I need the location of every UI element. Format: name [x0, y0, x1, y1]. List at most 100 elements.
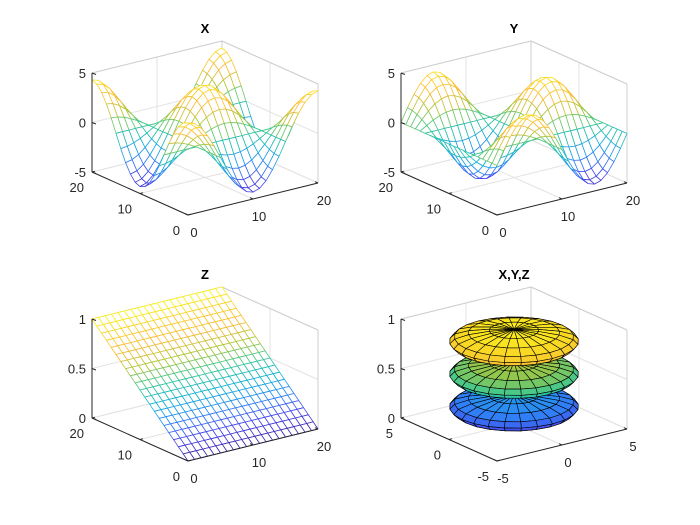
- x-tick: [558, 197, 563, 200]
- surface-face: [504, 388, 522, 396]
- z-tick-label: 0: [388, 116, 395, 131]
- surface-face: [504, 362, 522, 366]
- z-tick-label: 1: [388, 312, 395, 327]
- surface-face: [504, 380, 522, 390]
- x-tick-label: 10: [252, 209, 266, 224]
- z-tick-label: 5: [79, 66, 86, 81]
- z-tick-label: 0: [388, 411, 395, 426]
- box-edge: [400, 40, 532, 74]
- surface-face: [487, 354, 506, 363]
- x-tick: [249, 197, 254, 200]
- x-tick-label: 20: [317, 439, 331, 454]
- y-tick: [187, 213, 192, 216]
- x-tick-label: 10: [561, 209, 575, 224]
- x-tick-label: -5: [497, 471, 509, 486]
- z-tick-label: 0.5: [377, 362, 395, 377]
- y-tick: [139, 192, 144, 194]
- z-tick-label: -5: [74, 165, 86, 180]
- z-tick-label: 0: [79, 116, 86, 131]
- y-tick-label: 20: [70, 426, 84, 441]
- z-tick: [91, 122, 97, 125]
- x-tick-label: 20: [317, 193, 331, 208]
- y-tick-label: 10: [118, 202, 132, 217]
- x-tick: [184, 459, 189, 462]
- z-tick: [91, 171, 97, 174]
- x-tick: [493, 213, 498, 216]
- z-tick: [91, 72, 97, 75]
- axes-title: X: [201, 21, 210, 36]
- x-tick-label: 0: [190, 471, 197, 486]
- z-tick: [91, 368, 97, 371]
- y-tick-label: 20: [70, 180, 84, 195]
- box-edge: [221, 40, 319, 85]
- z-tick: [400, 72, 406, 75]
- y-tick: [496, 459, 501, 462]
- mesh-face: [182, 122, 195, 124]
- mesh-face: [491, 148, 504, 166]
- y-tick-label: 0: [434, 448, 441, 463]
- z-tick-label: 1: [79, 312, 86, 327]
- grid-line: [448, 161, 580, 194]
- y-tick-label: 10: [118, 448, 132, 463]
- y-tick: [139, 438, 144, 440]
- box-edge: [530, 40, 628, 85]
- surface-face: [504, 412, 522, 423]
- x-tick: [493, 459, 498, 462]
- x-tick-label: 20: [626, 193, 640, 208]
- x-tick: [623, 181, 628, 184]
- axes-title: Y: [510, 21, 519, 36]
- box-edge: [91, 40, 223, 74]
- z-tick-label: 5: [388, 66, 395, 81]
- y-tick-label: -5: [477, 469, 489, 484]
- x-tick: [623, 427, 628, 430]
- y-tick: [448, 438, 453, 440]
- surface-face: [504, 394, 522, 399]
- z-tick-label: -5: [383, 165, 395, 180]
- x-tick: [314, 181, 319, 184]
- z-tick-label: 0: [79, 411, 86, 426]
- z-tick: [400, 318, 406, 321]
- z-tick: [400, 122, 406, 125]
- box-edge: [530, 286, 628, 331]
- x-tick: [249, 443, 254, 446]
- x-tick-label: 5: [629, 439, 636, 454]
- z-tick: [400, 417, 406, 420]
- x-tick-label: 0: [564, 455, 571, 470]
- y-tick-label: 0: [173, 223, 180, 238]
- mesh-face: [306, 90, 319, 95]
- z-tick: [400, 171, 406, 174]
- z-tick-label: 0.5: [68, 362, 86, 377]
- surface-face: [504, 421, 522, 429]
- y-tick-label: 20: [379, 180, 393, 195]
- surface-face: [520, 354, 538, 363]
- surface-face: [504, 356, 522, 363]
- box-edge: [221, 286, 319, 331]
- y-tick-label: 0: [482, 223, 489, 238]
- surface-face: [487, 419, 506, 429]
- surface-face: [520, 387, 538, 396]
- y-tick-label: 10: [427, 202, 441, 217]
- surface-face: [504, 427, 522, 432]
- z-tick: [400, 368, 406, 371]
- axes-title: X,Y,Z: [498, 267, 529, 282]
- y-tick: [187, 459, 192, 462]
- x-tick: [314, 427, 319, 430]
- y-tick: [448, 192, 453, 194]
- x-tick: [558, 443, 563, 446]
- y-tick: [496, 213, 501, 216]
- surface-face: [504, 347, 522, 357]
- x-tick: [184, 213, 189, 216]
- x-tick-label: 10: [252, 455, 266, 470]
- x-tick-label: 0: [190, 225, 197, 240]
- x-tick-label: 0: [499, 225, 506, 240]
- z-tick: [91, 417, 97, 420]
- y-tick-label: 0: [173, 469, 180, 484]
- axes-title: Z: [201, 267, 209, 282]
- z-tick: [91, 318, 97, 321]
- surface-face: [487, 387, 506, 396]
